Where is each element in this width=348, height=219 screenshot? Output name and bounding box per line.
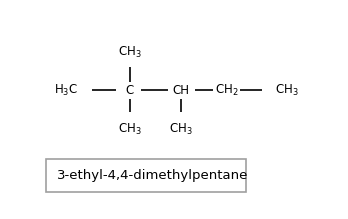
- Text: CH$_3$: CH$_3$: [118, 45, 142, 60]
- Text: CH$_2$: CH$_2$: [215, 83, 239, 98]
- Text: CH: CH: [173, 84, 190, 97]
- FancyBboxPatch shape: [46, 159, 246, 192]
- Text: 3-ethyl-4,4-dimethylpentane: 3-ethyl-4,4-dimethylpentane: [57, 169, 248, 182]
- Text: C: C: [126, 84, 134, 97]
- Text: CH$_3$: CH$_3$: [276, 83, 299, 98]
- Text: CH$_3$: CH$_3$: [169, 122, 193, 138]
- Text: H$_3$C: H$_3$C: [54, 83, 79, 98]
- Text: CH$_3$: CH$_3$: [118, 122, 142, 138]
